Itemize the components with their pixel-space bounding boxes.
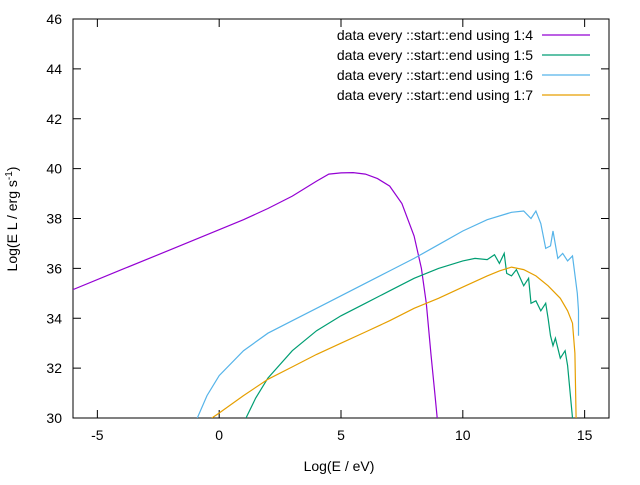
series-line-2 (245, 251, 574, 418)
x-tick-label: 0 (215, 427, 223, 443)
y-axis-label-sup: -1 (4, 171, 15, 180)
x-tick-label: 15 (577, 427, 593, 443)
legend-label-2: data every ::start::end using 1:5 (337, 47, 533, 63)
x-tick-label: 10 (455, 427, 471, 443)
y-tick-label: 36 (46, 260, 62, 276)
x-axis-label: Log(E / eV) (304, 458, 375, 474)
y-tick-label: 30 (46, 410, 62, 426)
series-line-4 (211, 266, 577, 418)
y-tick-label: 44 (46, 61, 62, 77)
y-tick-label: 40 (46, 161, 62, 177)
series-line-3 (196, 209, 580, 418)
legend-label-4: data every ::start::end using 1:7 (337, 87, 533, 103)
y-tick-label: 34 (46, 310, 62, 326)
x-tick-label: -5 (91, 427, 104, 443)
plot-area (73, 171, 580, 418)
axes: -5 0 5 10 15 30 32 34 36 38 40 42 44 46 (46, 11, 610, 443)
y-tick-label: 38 (46, 211, 62, 227)
x-tick-label: 5 (337, 427, 345, 443)
y-tick-label: 46 (46, 11, 62, 27)
y-axis-label-main: Log(E L / erg s (4, 180, 20, 271)
y-axis-label: Log(E L / erg s-1) (4, 167, 20, 272)
y-axis-label-close: ) (4, 167, 20, 172)
y-tick-label: 32 (46, 360, 62, 376)
series-line-1 (73, 171, 438, 418)
legend-label-3: data every ::start::end using 1:6 (337, 67, 533, 83)
legend-label-1: data every ::start::end using 1:4 (337, 27, 533, 43)
y-tick-label: 42 (46, 111, 62, 127)
